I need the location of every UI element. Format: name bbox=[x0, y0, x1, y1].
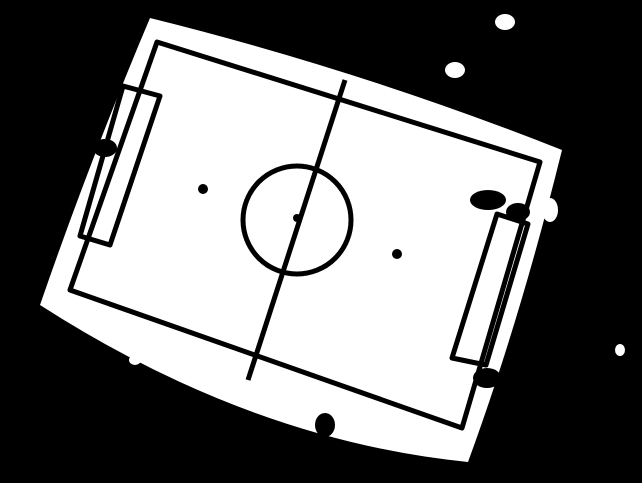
center-spot bbox=[293, 214, 301, 222]
spots bbox=[198, 184, 402, 259]
player bbox=[470, 190, 506, 210]
speck bbox=[129, 355, 141, 365]
halfway-line bbox=[245, 79, 348, 381]
players bbox=[93, 68, 530, 437]
speck bbox=[542, 198, 558, 222]
player bbox=[315, 413, 335, 437]
left-penalty-box bbox=[77, 83, 163, 248]
noise bbox=[129, 14, 625, 365]
penalty-spot bbox=[392, 249, 402, 259]
speck bbox=[615, 344, 625, 356]
pitch-lines bbox=[67, 39, 543, 431]
speck bbox=[445, 62, 465, 78]
player bbox=[473, 368, 501, 388]
center-circle bbox=[240, 163, 354, 277]
boundary-line bbox=[67, 39, 543, 431]
player bbox=[402, 68, 418, 88]
player bbox=[506, 203, 530, 221]
penalty-spot bbox=[198, 184, 208, 194]
player bbox=[93, 139, 117, 157]
speck bbox=[495, 14, 515, 30]
